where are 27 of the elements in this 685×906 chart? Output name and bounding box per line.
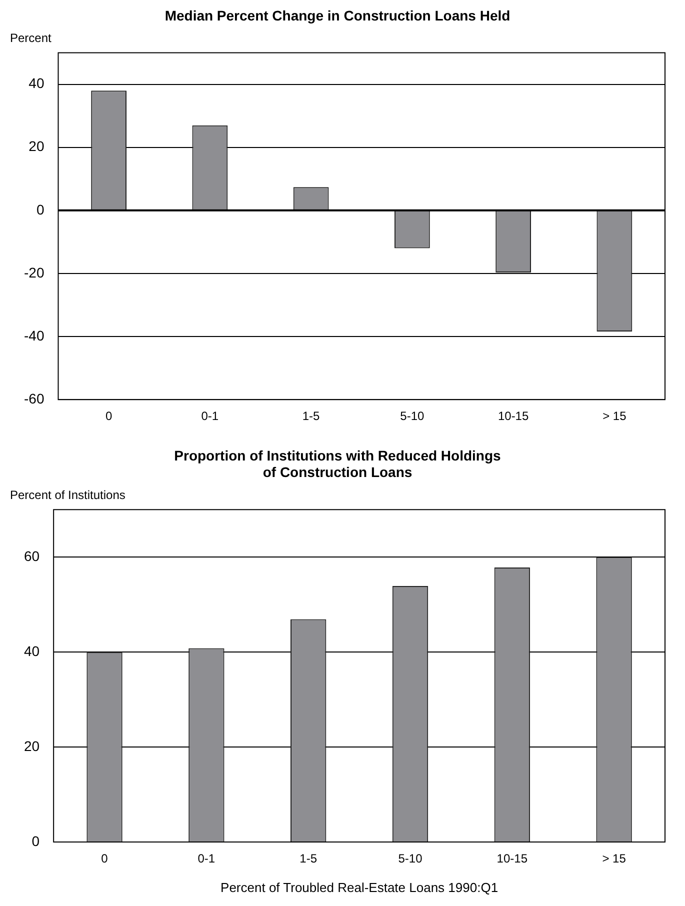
x-tick-label: 10-15 xyxy=(496,852,528,866)
x-tick-label: 0 xyxy=(105,409,112,424)
y-tick-label: -20 xyxy=(24,264,44,280)
x-tick-label: 0-1 xyxy=(201,409,219,424)
y-axis-title: Percent xyxy=(10,31,52,46)
chart-title: Proportion of Institutions with Reduced Holdings of Construction Loans xyxy=(174,447,502,480)
y-tick-label: 60 xyxy=(24,548,40,564)
x-tick-label: 0-1 xyxy=(198,852,216,866)
y-tick-label: 0 xyxy=(36,201,44,218)
y-tick-label: 40 xyxy=(24,642,40,659)
chart-title: Median Percent Change in Construction Loans Held xyxy=(164,7,510,24)
y-axis-title: Percent of Institutions xyxy=(10,488,126,502)
x-tick-label: > 15 xyxy=(602,409,627,424)
y-tick-label: -40 xyxy=(24,327,44,344)
x-tick-label: 1-5 xyxy=(302,409,320,424)
x-axis-title: Percent of Troubled Real-Estate Loans 1990:Q1 xyxy=(220,880,498,895)
y-tick-label: 20 xyxy=(28,138,44,154)
y-tick-label: 40 xyxy=(28,75,44,92)
x-tick-label: 1-5 xyxy=(300,852,318,866)
x-tick-label: 5-10 xyxy=(398,852,423,866)
x-tick-label: 0 xyxy=(101,852,108,866)
x-tick-label: 10-15 xyxy=(498,409,529,424)
y-tick-label: 20 xyxy=(24,738,40,754)
y-tick-label: 0 xyxy=(32,832,40,849)
y-tick-label: -60 xyxy=(24,390,44,406)
x-tick-label: > 15 xyxy=(602,852,626,866)
x-tick-label: 5-10 xyxy=(400,409,425,424)
